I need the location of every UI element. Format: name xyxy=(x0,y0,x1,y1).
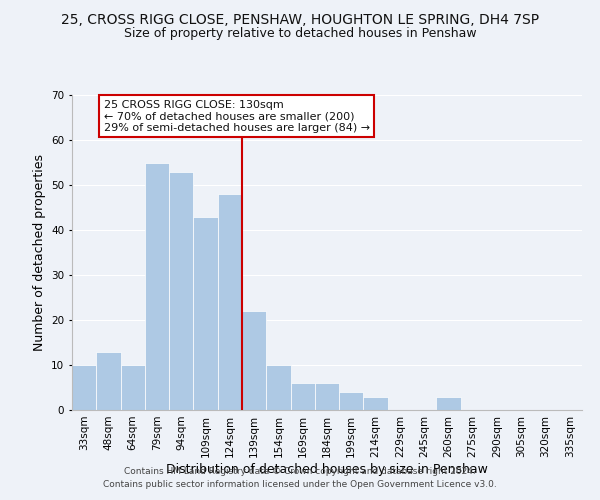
Bar xyxy=(121,365,145,410)
Bar xyxy=(266,365,290,410)
Bar xyxy=(242,311,266,410)
Text: 25 CROSS RIGG CLOSE: 130sqm
← 70% of detached houses are smaller (200)
29% of se: 25 CROSS RIGG CLOSE: 130sqm ← 70% of det… xyxy=(104,100,370,132)
Bar xyxy=(315,383,339,410)
Bar xyxy=(339,392,364,410)
Bar xyxy=(218,194,242,410)
Text: 25, CROSS RIGG CLOSE, PENSHAW, HOUGHTON LE SPRING, DH4 7SP: 25, CROSS RIGG CLOSE, PENSHAW, HOUGHTON … xyxy=(61,12,539,26)
Bar xyxy=(96,352,121,410)
Bar xyxy=(145,162,169,410)
X-axis label: Distribution of detached houses by size in Penshaw: Distribution of detached houses by size … xyxy=(166,462,488,475)
Bar xyxy=(169,172,193,410)
Bar xyxy=(193,216,218,410)
Bar xyxy=(72,365,96,410)
Bar xyxy=(290,383,315,410)
Text: Contains HM Land Registry data © Crown copyright and database right 2024.: Contains HM Land Registry data © Crown c… xyxy=(124,467,476,476)
Bar xyxy=(364,396,388,410)
Y-axis label: Number of detached properties: Number of detached properties xyxy=(32,154,46,351)
Bar xyxy=(436,396,461,410)
Text: Contains public sector information licensed under the Open Government Licence v3: Contains public sector information licen… xyxy=(103,480,497,489)
Text: Size of property relative to detached houses in Penshaw: Size of property relative to detached ho… xyxy=(124,28,476,40)
